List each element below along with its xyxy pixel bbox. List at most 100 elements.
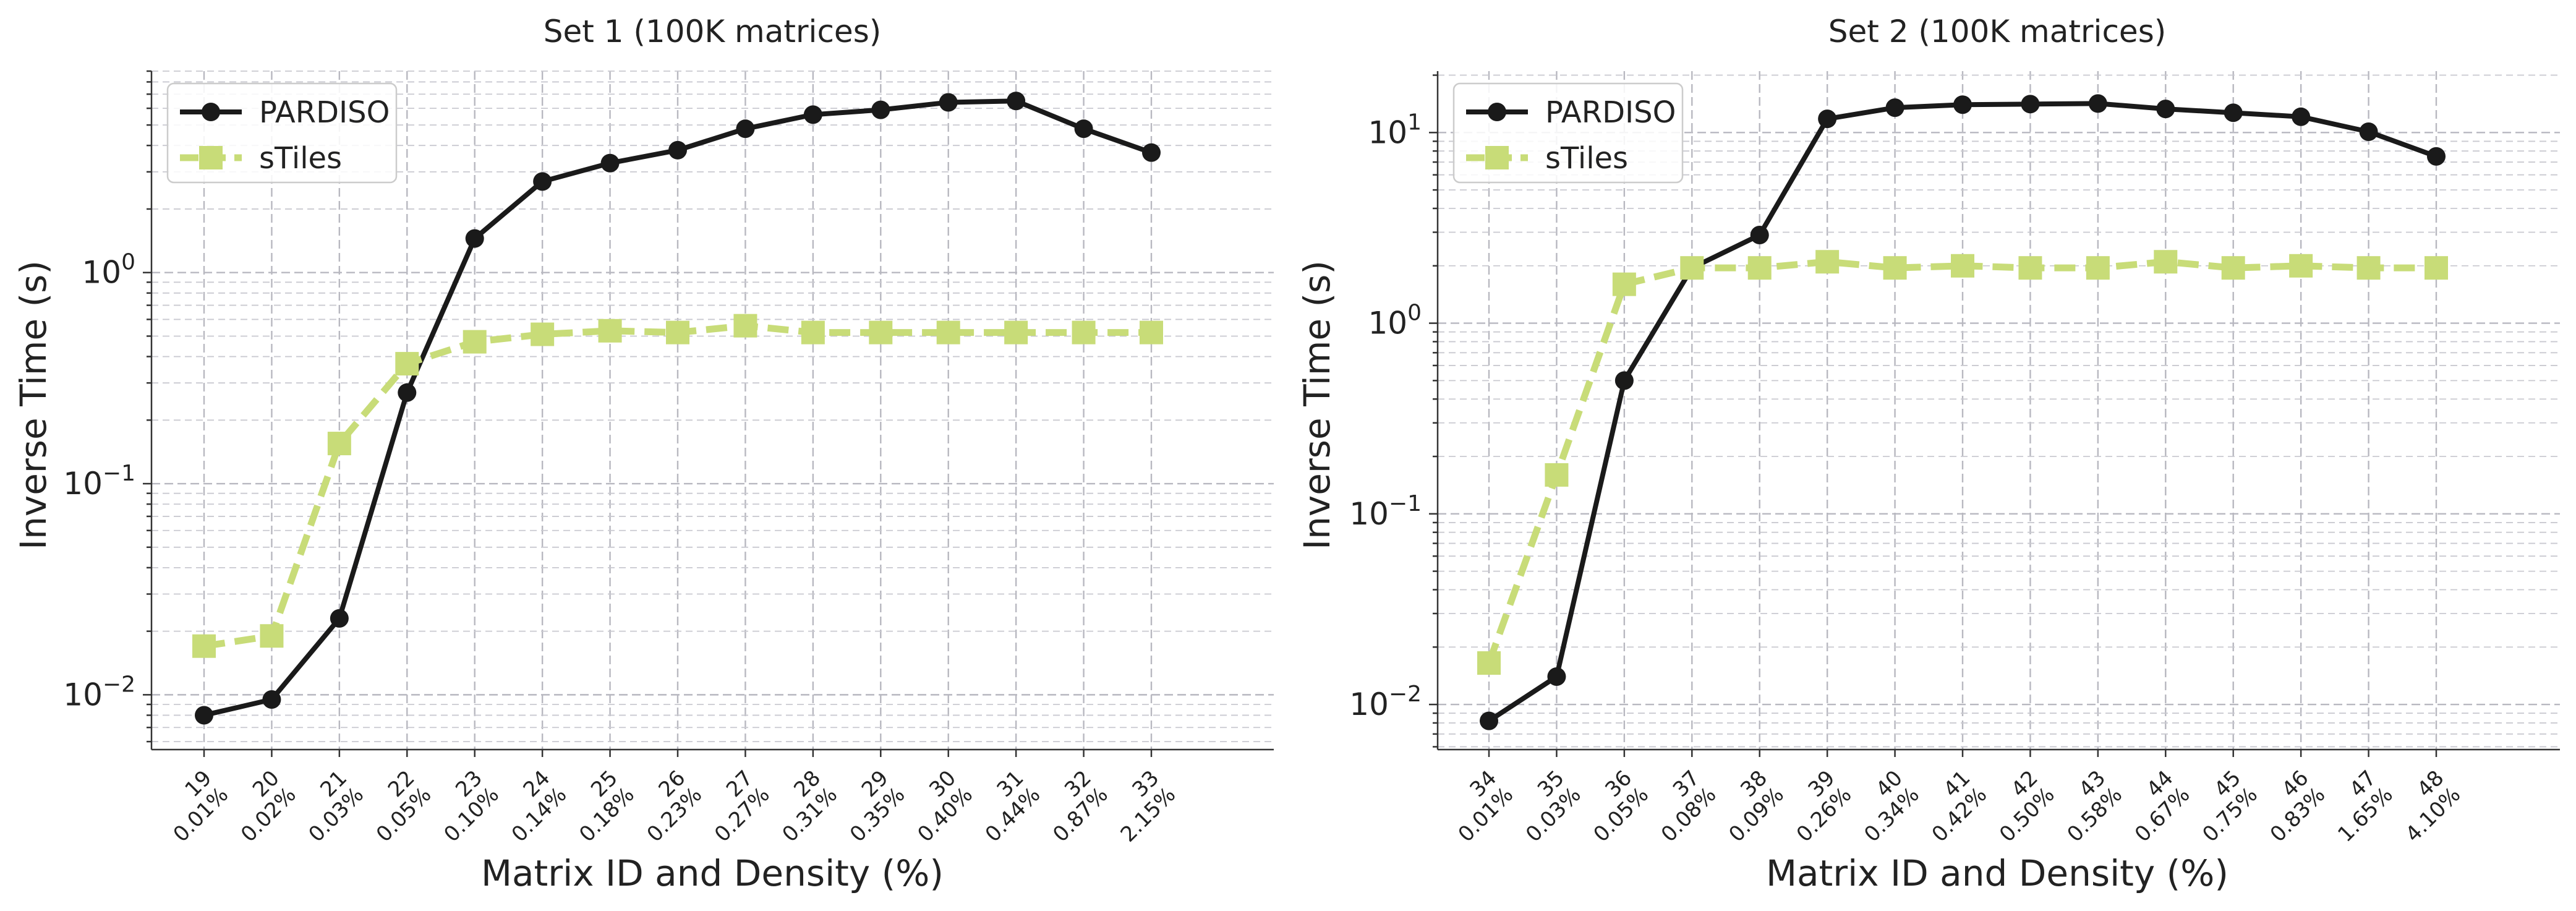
data-point-pardiso bbox=[2156, 100, 2175, 119]
x-tick-label: 190.01% bbox=[169, 766, 234, 847]
x-axis-ticks: 190.01% 200.02% 210.03% 220.05% 230.10% 240.1… bbox=[169, 750, 1181, 847]
data-point-stiles bbox=[395, 352, 419, 376]
x-tick-label: 290.35% bbox=[845, 766, 910, 847]
y-tick-label: 10−1 bbox=[1349, 491, 1422, 532]
x-tick-label: 332.15% bbox=[1116, 766, 1181, 847]
y-axis-ticks: 10−2 10−1 100 bbox=[63, 70, 151, 743]
data-point-stiles bbox=[531, 322, 555, 346]
data-point-pardiso bbox=[1953, 95, 1972, 114]
data-point-pardiso bbox=[1885, 98, 1904, 118]
data-point-pardiso bbox=[1007, 92, 1026, 111]
y-axis-label: Inverse Time (s) bbox=[12, 260, 54, 550]
data-point-stiles bbox=[2018, 256, 2042, 280]
x-axis-ticks: 340.01% 350.03% 360.05% 370.08% 380.09% 390.2… bbox=[1454, 750, 2466, 847]
data-point-stiles bbox=[2356, 256, 2381, 280]
x-tick-label: 210.03% bbox=[304, 766, 369, 847]
data-point-pardiso bbox=[330, 609, 349, 628]
data-point-stiles bbox=[1072, 320, 1096, 344]
data-point-stiles bbox=[1612, 272, 1636, 296]
data-point-stiles bbox=[1951, 254, 1974, 278]
data-point-stiles bbox=[2221, 256, 2245, 280]
y-axis-label: Inverse Time (s) bbox=[1296, 260, 1338, 550]
data-point-pardiso bbox=[465, 229, 484, 248]
x-tick-label: 220.05% bbox=[372, 766, 437, 847]
legend-marker bbox=[199, 146, 223, 169]
x-tick-label: 200.02% bbox=[236, 766, 301, 847]
data-point-stiles bbox=[936, 320, 960, 344]
data-point-pardiso bbox=[533, 172, 552, 191]
data-point-pardiso bbox=[668, 140, 687, 160]
x-tick-label: 420.50% bbox=[1995, 766, 2060, 847]
legend: PARDISO sTiles bbox=[1452, 82, 1684, 184]
x-tick-label: 380.09% bbox=[1724, 766, 1789, 847]
legend-item-pardiso: PARDISO bbox=[1466, 95, 1676, 130]
data-point-stiles bbox=[598, 319, 622, 343]
x-tick-label: 300.40% bbox=[913, 766, 978, 847]
chart-panel-set-2: Set 2 (100K matrices) Matrix ID and Dens… bbox=[1296, 14, 2560, 894]
data-point-stiles bbox=[2154, 250, 2178, 274]
x-tick-label: 450.75% bbox=[2198, 766, 2263, 847]
x-tick-label: 460.83% bbox=[2266, 766, 2331, 847]
data-point-stiles bbox=[666, 320, 689, 344]
x-tick-label: 471.65% bbox=[2333, 766, 2398, 847]
data-point-stiles bbox=[1747, 256, 1772, 280]
y-axis-ticks: 10−2 10−1 100 101 bbox=[1349, 74, 1438, 748]
data-point-pardiso bbox=[2427, 147, 2446, 166]
data-point-pardiso bbox=[1074, 119, 1093, 139]
y-tick-label: 100 bbox=[1368, 301, 1422, 341]
y-tick-label: 100 bbox=[82, 250, 135, 291]
data-point-pardiso bbox=[1142, 143, 1161, 162]
data-point-pardiso bbox=[2021, 95, 2040, 114]
x-tick-label: 320.87% bbox=[1048, 766, 1113, 847]
legend-item-pardiso: PARDISO bbox=[180, 95, 390, 130]
data-point-pardiso bbox=[2224, 103, 2243, 122]
data-point-pardiso bbox=[1547, 667, 1566, 686]
data-point-pardiso bbox=[736, 119, 755, 139]
x-tick-label: 310.44% bbox=[981, 766, 1046, 847]
y-tick-label: 10−2 bbox=[1349, 682, 1422, 722]
data-point-stiles bbox=[869, 320, 893, 344]
chart-panel-set-1: Set 1 (100K matrices) Matrix ID and Dens… bbox=[12, 14, 1274, 894]
legend-label: PARDISO bbox=[259, 95, 390, 130]
x-tick-label: 260.23% bbox=[642, 766, 707, 847]
x-axis-label: Matrix ID and Density (%) bbox=[481, 852, 944, 894]
x-tick-label: 280.31% bbox=[777, 766, 842, 847]
x-tick-label: 230.10% bbox=[439, 766, 504, 847]
data-point-stiles bbox=[1815, 250, 1840, 274]
data-point-stiles bbox=[1545, 463, 1569, 487]
data-point-pardiso bbox=[398, 383, 417, 402]
data-point-pardiso bbox=[1818, 109, 1837, 129]
data-point-pardiso bbox=[600, 153, 620, 173]
data-point-pardiso bbox=[2359, 122, 2378, 141]
legend: PARDISO sTiles bbox=[166, 82, 398, 184]
data-point-pardiso bbox=[803, 105, 822, 124]
data-point-stiles bbox=[1680, 256, 1704, 280]
y-tick-label: 10−2 bbox=[63, 672, 135, 712]
data-point-stiles bbox=[463, 330, 487, 354]
data-point-pardiso bbox=[1614, 371, 1634, 390]
x-tick-label: 400.34% bbox=[1859, 766, 1924, 847]
data-point-pardiso bbox=[2088, 94, 2107, 113]
x-tick-label: 370.08% bbox=[1657, 766, 1721, 847]
x-tick-label: 390.26% bbox=[1792, 766, 1857, 847]
data-point-stiles bbox=[2086, 256, 2110, 280]
data-point-stiles bbox=[2289, 254, 2313, 278]
data-point-stiles bbox=[733, 314, 757, 338]
data-series bbox=[192, 92, 1163, 725]
data-point-stiles bbox=[1883, 256, 1907, 280]
x-tick-label: 350.03% bbox=[1521, 766, 1586, 847]
chart-title: Set 1 (100K matrices) bbox=[544, 14, 882, 49]
data-series bbox=[1477, 94, 2448, 730]
data-point-pardiso bbox=[2292, 107, 2311, 126]
x-axis-label: Matrix ID and Density (%) bbox=[1766, 852, 2228, 894]
x-tick-label: 484.10% bbox=[2401, 766, 2466, 847]
x-tick-label: 410.42% bbox=[1927, 766, 1992, 847]
x-tick-label: 440.67% bbox=[2130, 766, 2195, 847]
x-tick-label: 240.14% bbox=[507, 766, 572, 847]
chart-title: Set 2 (100K matrices) bbox=[1828, 14, 2167, 49]
legend-item-stiles: sTiles bbox=[180, 141, 342, 176]
data-point-stiles bbox=[260, 624, 284, 648]
data-point-pardiso bbox=[1750, 226, 1769, 245]
legend-marker bbox=[1488, 103, 1506, 121]
